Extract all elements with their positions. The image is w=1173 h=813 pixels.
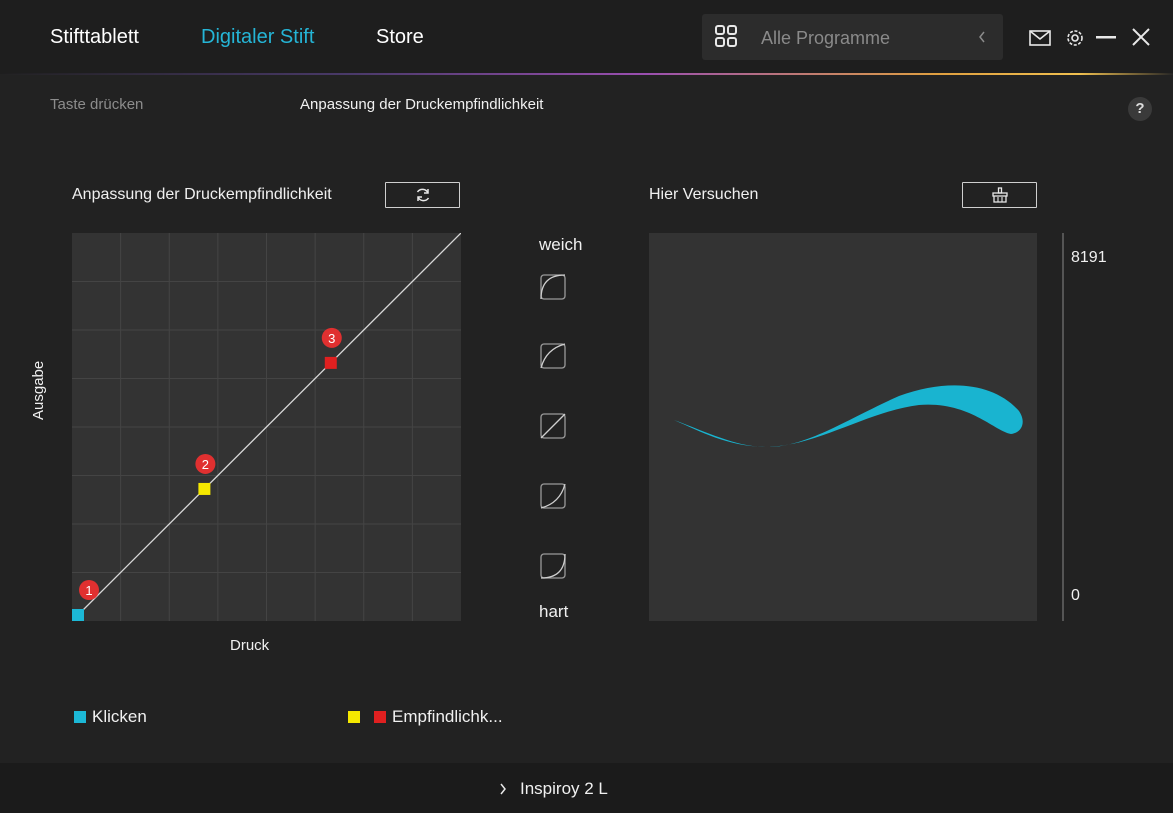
device-selector[interactable]: Inspiroy 2 L (498, 779, 608, 799)
subtab-taste-druecken[interactable]: Taste drücken (50, 96, 144, 113)
device-name: Inspiroy 2 L (520, 779, 608, 798)
minimize-icon[interactable] (1096, 36, 1116, 40)
curve-soft-icon[interactable] (540, 274, 566, 300)
help-button[interactable]: ? (1128, 97, 1152, 121)
point-badge-label: 2 (202, 457, 209, 472)
y-axis-label: Ausgabe (30, 360, 47, 420)
hard-label: hart (539, 602, 569, 621)
mail-icon[interactable] (1029, 30, 1051, 46)
pressure-scale-bar (1062, 233, 1064, 621)
chevron-right-icon (500, 783, 506, 795)
point-badge (79, 580, 99, 600)
pressure-curve-chart[interactable]: 1 2 3 (72, 233, 461, 621)
curve-linear-icon[interactable] (540, 413, 566, 439)
refresh-icon (416, 188, 429, 202)
soft-label: weich (539, 235, 583, 254)
sensitivity-swatch-yellow (348, 711, 360, 723)
pressure-curve-line (77, 233, 461, 616)
point-badge-label: 1 (85, 583, 92, 598)
click-swatch (74, 711, 86, 723)
scale-min: 0 (1071, 587, 1080, 604)
legend-click-label: Klicken (92, 707, 147, 726)
curve-control-point-2[interactable] (198, 482, 211, 495)
legend-click: Klicken (74, 707, 147, 727)
clear-icon (991, 187, 1008, 203)
tryout-canvas[interactable] (649, 233, 1037, 621)
curve-control-point-3[interactable] (324, 356, 337, 369)
tryout-title: Hier Versuchen (649, 186, 759, 203)
legend-sensitivity-label: Empfindlichk... (392, 707, 503, 726)
point-badge (321, 327, 342, 348)
grid-icon (715, 25, 737, 47)
tab-store[interactable]: Store (376, 26, 424, 48)
scale-max: 8191 (1071, 249, 1107, 266)
tab-digitaler-stift[interactable]: Digitaler Stift (201, 26, 315, 48)
subtab-druckempfindlichkeit[interactable]: Anpassung der Druckempfindlichkeit (300, 96, 544, 113)
point-badge-label: 3 (328, 331, 335, 346)
sensitivity-swatch-red (374, 711, 386, 723)
pressure-title: Anpassung der Druckempfindlichkeit (72, 186, 332, 203)
pen-stroke (674, 385, 1023, 448)
curve-hard-icon[interactable] (540, 553, 566, 579)
x-axis-label: Druck (230, 637, 270, 654)
close-icon[interactable] (1131, 27, 1151, 47)
clear-canvas-button[interactable] (962, 182, 1037, 208)
curve-control-point-1[interactable] (72, 609, 84, 621)
reset-curve-button[interactable] (385, 182, 460, 208)
curve-medium-hard-icon[interactable] (540, 483, 566, 509)
chevron-left-icon[interactable] (977, 30, 987, 44)
legend-sensitivity: Empfindlichk... (348, 707, 503, 727)
point-badge (195, 453, 216, 474)
curve-medium-soft-icon[interactable] (540, 343, 566, 369)
bottom-bar (0, 763, 1173, 813)
accent-divider (0, 73, 1173, 75)
gear-icon[interactable] (1064, 27, 1086, 49)
program-selector[interactable]: Alle Programme (702, 14, 1003, 60)
tab-stifttablett[interactable]: Stifttablett (50, 26, 139, 48)
program-selector-label: Alle Programme (761, 28, 891, 48)
